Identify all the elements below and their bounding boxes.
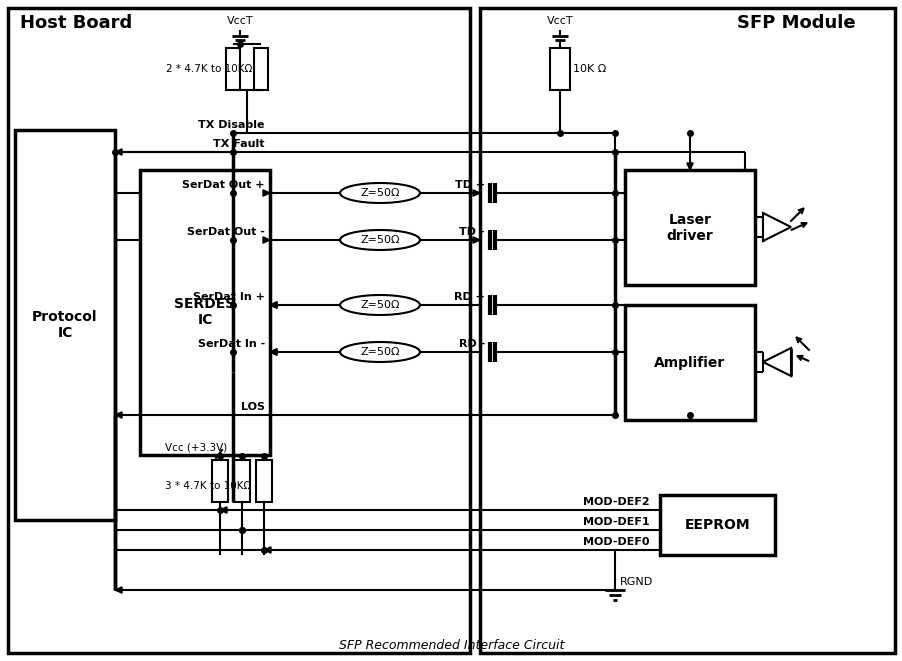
Polygon shape (262, 237, 270, 243)
Text: VccT: VccT (546, 16, 573, 26)
Text: Laser: Laser (667, 212, 711, 227)
Text: VccT: VccT (226, 16, 253, 26)
Polygon shape (220, 507, 226, 513)
Bar (549, 48, 569, 90)
Polygon shape (262, 190, 270, 196)
Polygon shape (270, 349, 277, 355)
Polygon shape (263, 547, 271, 553)
Text: 2 * 4.7K to 10KΩ: 2 * 4.7K to 10KΩ (166, 64, 252, 74)
Text: Vcc (+3.3V): Vcc (+3.3V) (165, 443, 227, 453)
Text: EEPROM: EEPROM (684, 518, 750, 532)
Text: TX Fault: TX Fault (213, 139, 264, 149)
Ellipse shape (340, 183, 419, 203)
Text: RGND: RGND (620, 577, 652, 587)
Polygon shape (686, 163, 693, 170)
Text: RD +: RD + (454, 292, 484, 302)
Bar (659, 495, 774, 555)
Ellipse shape (340, 295, 419, 315)
Text: RD -: RD - (458, 339, 484, 349)
Polygon shape (762, 213, 790, 241)
Bar (226, 48, 240, 90)
Polygon shape (115, 149, 122, 155)
Text: SERDES: SERDES (174, 297, 235, 311)
Text: MOD-DEF0: MOD-DEF0 (583, 537, 649, 547)
Text: Z=50Ω: Z=50Ω (360, 347, 400, 357)
Text: IC: IC (198, 313, 213, 327)
Text: SerDat Out -: SerDat Out - (187, 227, 264, 237)
Polygon shape (473, 190, 480, 196)
Text: IC: IC (57, 326, 72, 340)
Bar (624, 170, 754, 285)
Polygon shape (115, 412, 122, 418)
Text: SerDat In -: SerDat In - (198, 339, 264, 349)
Text: MOD-DEF1: MOD-DEF1 (583, 517, 649, 527)
Text: TD -: TD - (459, 227, 484, 237)
Polygon shape (270, 349, 277, 355)
Text: Amplifier: Amplifier (654, 356, 725, 369)
Text: TD +: TD + (455, 180, 484, 190)
Text: Protocol: Protocol (32, 310, 97, 324)
Ellipse shape (340, 342, 419, 362)
Text: TX Disable: TX Disable (198, 120, 264, 130)
Text: SerDat Out +: SerDat Out + (182, 180, 264, 190)
Bar (140, 170, 270, 455)
Text: LOS: LOS (241, 402, 264, 412)
Bar (15, 130, 115, 520)
Bar (255, 460, 272, 502)
Text: Host Board: Host Board (20, 14, 132, 32)
Text: MOD-DEF2: MOD-DEF2 (583, 497, 649, 507)
Polygon shape (762, 348, 790, 376)
Text: SFP Recommended Interface Circuit: SFP Recommended Interface Circuit (338, 639, 564, 652)
Polygon shape (115, 587, 122, 593)
Bar (212, 460, 227, 502)
Text: Z=50Ω: Z=50Ω (360, 235, 400, 245)
Text: SFP Module: SFP Module (737, 14, 855, 32)
Ellipse shape (340, 230, 419, 250)
Text: Z=50Ω: Z=50Ω (360, 188, 400, 198)
Bar (234, 460, 250, 502)
Text: 3 * 4.7K to 10KΩ: 3 * 4.7K to 10KΩ (165, 481, 251, 491)
Polygon shape (270, 302, 277, 308)
Bar (8, 8, 469, 653)
Bar (480, 8, 894, 653)
Text: driver: driver (666, 229, 713, 243)
Text: 10K Ω: 10K Ω (573, 64, 605, 74)
Bar (253, 48, 268, 90)
Text: Z=50Ω: Z=50Ω (360, 300, 400, 310)
Polygon shape (473, 237, 480, 243)
Text: SerDat In +: SerDat In + (193, 292, 264, 302)
Bar (624, 305, 754, 420)
Polygon shape (270, 302, 277, 308)
